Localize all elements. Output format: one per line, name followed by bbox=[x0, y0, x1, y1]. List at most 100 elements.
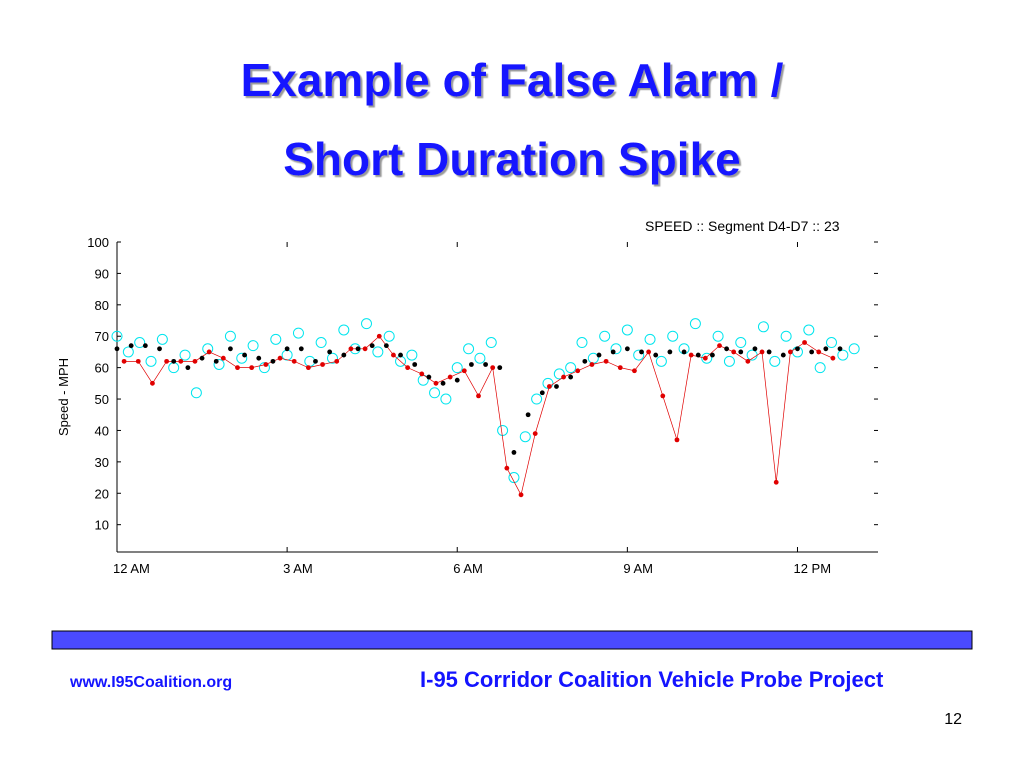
point bbox=[281, 349, 293, 361]
point bbox=[134, 337, 146, 349]
point bbox=[440, 393, 452, 405]
point bbox=[122, 346, 134, 358]
point bbox=[610, 349, 616, 355]
slide-title: Short Duration Spike bbox=[283, 133, 740, 185]
point bbox=[454, 377, 460, 383]
point bbox=[787, 349, 793, 355]
point bbox=[372, 346, 384, 358]
point bbox=[192, 358, 198, 364]
point bbox=[773, 479, 779, 485]
point bbox=[639, 349, 644, 355]
y-tick-label: 50 bbox=[95, 392, 109, 407]
y-tick-label: 80 bbox=[95, 298, 109, 313]
point bbox=[429, 387, 441, 399]
point bbox=[565, 362, 577, 374]
slide-title: Example of False Alarm / bbox=[241, 54, 784, 106]
point bbox=[315, 337, 327, 349]
point bbox=[426, 374, 432, 380]
point bbox=[220, 355, 226, 361]
point bbox=[249, 365, 255, 371]
point bbox=[406, 349, 418, 361]
point bbox=[644, 333, 656, 345]
point bbox=[224, 330, 236, 342]
point bbox=[769, 355, 781, 367]
point bbox=[156, 333, 168, 345]
point bbox=[142, 343, 148, 349]
point bbox=[412, 362, 418, 367]
point bbox=[710, 352, 715, 358]
point bbox=[532, 431, 538, 436]
point bbox=[369, 343, 375, 349]
point bbox=[179, 349, 191, 361]
point bbox=[405, 365, 411, 371]
point bbox=[632, 368, 637, 374]
point bbox=[646, 349, 652, 355]
point bbox=[745, 358, 751, 364]
point bbox=[474, 352, 486, 364]
point bbox=[461, 368, 467, 374]
point bbox=[826, 337, 838, 349]
point bbox=[341, 352, 347, 358]
point bbox=[723, 355, 735, 367]
point bbox=[511, 450, 517, 455]
point bbox=[114, 346, 120, 352]
series-line bbox=[124, 335, 834, 496]
point bbox=[320, 362, 325, 367]
point bbox=[178, 358, 184, 364]
chart: SPEED :: Segment D4-D7 :: 23 Speed - MPH… bbox=[56, 218, 878, 576]
point bbox=[362, 346, 368, 352]
y-tick-label: 100 bbox=[87, 235, 109, 250]
point bbox=[561, 374, 566, 380]
point bbox=[575, 368, 581, 374]
chart-title: SPEED :: Segment D4-D7 :: 23 bbox=[645, 218, 840, 234]
point bbox=[795, 346, 800, 352]
point bbox=[688, 352, 694, 358]
point bbox=[603, 358, 609, 364]
page-number: 12 bbox=[944, 711, 962, 728]
point bbox=[263, 362, 269, 367]
point bbox=[518, 492, 524, 498]
point bbox=[653, 352, 659, 358]
point bbox=[206, 349, 212, 355]
point bbox=[433, 380, 439, 386]
point bbox=[837, 349, 849, 361]
footer-bar bbox=[51, 630, 973, 650]
point bbox=[277, 355, 283, 361]
point bbox=[667, 349, 673, 355]
point bbox=[738, 349, 744, 355]
point bbox=[121, 358, 127, 364]
point bbox=[313, 358, 318, 364]
point bbox=[305, 365, 311, 371]
y-tick-label: 60 bbox=[95, 361, 109, 376]
point bbox=[504, 465, 510, 471]
point bbox=[228, 346, 233, 352]
point bbox=[759, 349, 765, 355]
point bbox=[848, 343, 860, 355]
point bbox=[599, 330, 611, 342]
point bbox=[398, 352, 403, 358]
point bbox=[242, 352, 247, 358]
footer-link: www.I95Coalition.org bbox=[69, 674, 232, 691]
point bbox=[383, 343, 389, 349]
point bbox=[469, 362, 474, 367]
point bbox=[621, 324, 633, 336]
point bbox=[270, 333, 282, 345]
point bbox=[735, 337, 747, 349]
point bbox=[589, 362, 595, 367]
point bbox=[361, 318, 373, 330]
point bbox=[292, 327, 304, 339]
point bbox=[348, 346, 354, 352]
y-tick-label: 20 bbox=[95, 486, 109, 501]
point bbox=[497, 424, 509, 436]
point bbox=[757, 321, 769, 333]
point bbox=[610, 343, 622, 355]
point bbox=[171, 358, 177, 364]
point bbox=[485, 337, 497, 349]
point bbox=[490, 365, 496, 371]
point bbox=[128, 343, 134, 349]
point bbox=[291, 358, 297, 364]
point bbox=[235, 365, 240, 371]
point bbox=[582, 358, 588, 364]
